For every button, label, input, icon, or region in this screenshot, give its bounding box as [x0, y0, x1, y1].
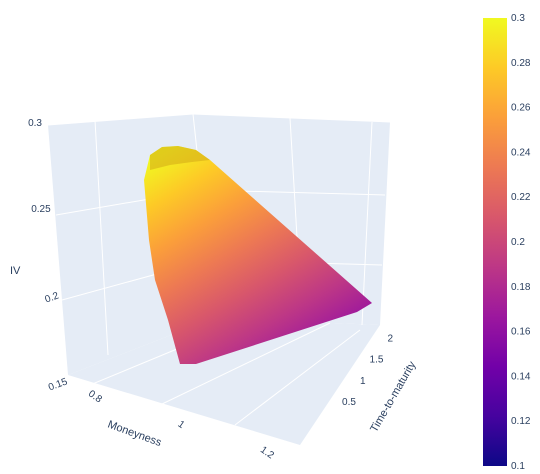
- iv-surface: [144, 146, 372, 364]
- surface-top-edge-shade: [150, 146, 210, 170]
- grid-line: [159, 322, 331, 406]
- colorbar-tick-labels: 0.1 0.12 0.14 0.16 0.18 0.2 0.22 0.24 0.26 0.28 0.…: [511, 13, 531, 472]
- colorbar-tick-label: 0.1: [511, 461, 525, 472]
- grid-line: [94, 119, 109, 356]
- x-tick-labels: 0.8 1 1.2: [86, 388, 276, 461]
- colorbar-gradient: [483, 18, 507, 466]
- x-tick-label: 1.2: [258, 444, 276, 461]
- colorbar: 0.1 0.12 0.14 0.16 0.18 0.2 0.22 0.24 0.26 0.28 0.…: [483, 13, 531, 472]
- grid-line: [47, 113, 194, 126]
- y-axis-label: Time-to-maturity: [368, 359, 418, 434]
- colorbar-tick-label: 0.18: [511, 282, 531, 293]
- colorbar-tick-label: 0.22: [511, 192, 531, 203]
- y-tick-label: 2: [387, 333, 393, 344]
- grid-line: [361, 121, 373, 326]
- floor: [68, 318, 380, 445]
- y-tick-labels: 0.5 1 1.52: [342, 333, 393, 408]
- colorbar-tick-label: 0.12: [511, 416, 531, 427]
- colorbar-tick-label: 0.24: [511, 147, 531, 158]
- z-tick-label: 0.15: [47, 376, 69, 393]
- grid-line: [192, 113, 391, 123]
- colorbar-tick-label: 0.3: [511, 13, 525, 24]
- y-tick-label: 1.5: [370, 355, 384, 366]
- z-tick-label: 0.2: [44, 290, 61, 305]
- colorbar-tick-label: 0.26: [511, 103, 531, 114]
- x-tick-label: 0.8: [86, 388, 104, 405]
- x-axis-label: Moneyness: [106, 419, 163, 450]
- grid-line: [234, 329, 361, 426]
- z-tick-label: 0.3: [28, 118, 42, 129]
- y-tick-label: 1: [360, 376, 366, 387]
- z-axis-label: IV: [10, 265, 21, 277]
- surface: [144, 146, 372, 364]
- colorbar-tick-label: 0.28: [511, 58, 531, 69]
- colorbar-tick-label: 0.16: [511, 327, 531, 338]
- colorbar-tick-label: 0.2: [511, 237, 525, 248]
- z-tick-label: 0.25: [31, 204, 51, 215]
- y-tick-label: 0.5: [342, 397, 356, 408]
- x-tick-label: 1: [176, 419, 187, 431]
- colorbar-tick-label: 0.14: [511, 371, 531, 382]
